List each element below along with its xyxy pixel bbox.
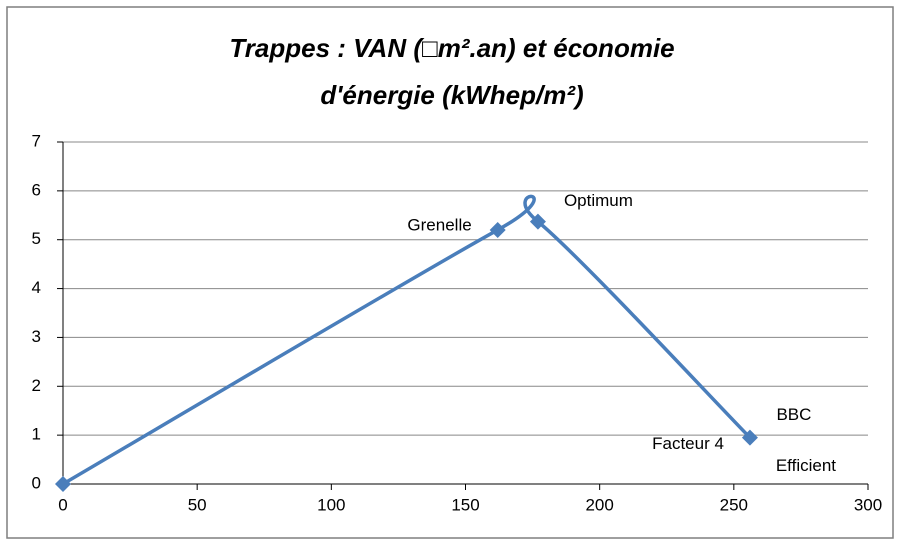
y-tick-label: 1 <box>32 425 41 444</box>
x-tick-label: 300 <box>854 495 882 514</box>
x-tick-label: 50 <box>188 495 207 514</box>
y-tick-label: 6 <box>32 180 41 199</box>
chart-title: d'énergie (kWhep/m²) <box>320 80 583 110</box>
y-tick-label: 2 <box>32 376 41 395</box>
annotation: BBC <box>776 405 811 424</box>
point-label: Facteur 4 <box>652 434 724 453</box>
x-tick-label: 150 <box>451 495 479 514</box>
y-tick-label: 4 <box>32 278 41 297</box>
y-tick-label: 5 <box>32 229 41 248</box>
point-label: Optimum <box>564 191 633 210</box>
x-tick-label: 250 <box>720 495 748 514</box>
marker <box>489 221 506 238</box>
marker <box>55 476 71 492</box>
x-tick-label: 200 <box>585 495 613 514</box>
marker <box>529 213 546 230</box>
x-tick-label: 100 <box>317 495 345 514</box>
chart-title: Trappes : VAN (□m².an) et économie <box>229 33 674 63</box>
y-tick-label: 0 <box>32 473 41 492</box>
marker <box>741 429 758 446</box>
x-tick-label: 0 <box>58 495 67 514</box>
chart-border <box>6 6 894 539</box>
annotation: Efficient <box>776 456 836 475</box>
y-tick-label: 3 <box>32 327 41 346</box>
series-line <box>62 194 752 486</box>
y-tick-label: 7 <box>32 131 41 150</box>
point-label: Grenelle <box>407 215 471 234</box>
